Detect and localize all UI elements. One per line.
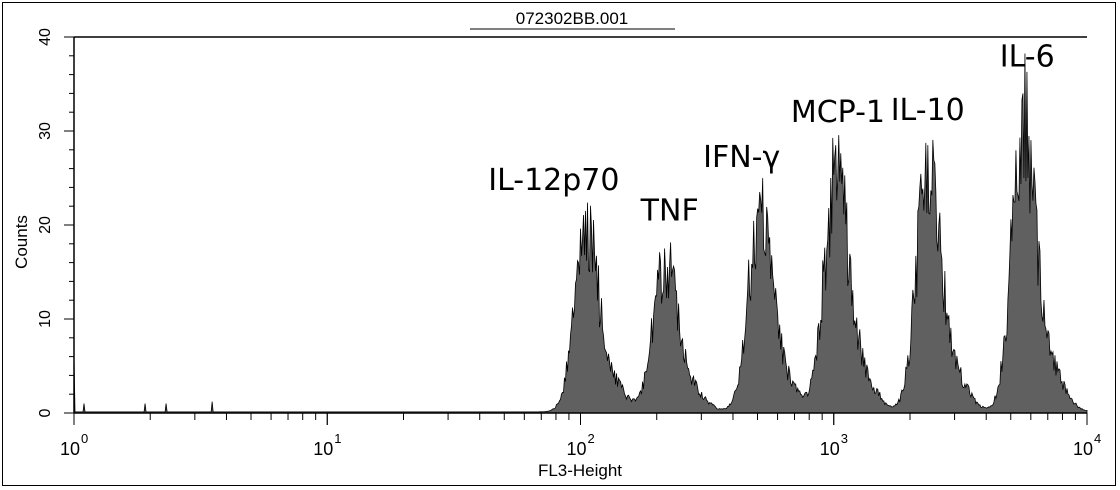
y-tick-label: 20 (37, 216, 54, 234)
x-tick-label: 10 (60, 439, 80, 459)
x-tick-exponent: 4 (1094, 431, 1101, 446)
peak-label: TNF (640, 194, 699, 229)
peak-label: IFN-γ (703, 140, 780, 175)
x-tick-exponent: 2 (588, 431, 595, 446)
peak-label: IL-12p70 (488, 163, 619, 198)
x-tick-label: 10 (313, 439, 333, 459)
y-tick-label: 0 (37, 408, 54, 417)
plot-area (73, 53, 1088, 414)
y-tick-label: 10 (37, 310, 54, 328)
peak-label: MCP-1 (791, 95, 885, 130)
x-axis-label: FL3-Height (538, 461, 622, 480)
x-tick-exponent: 3 (841, 431, 848, 446)
histogram-area (73, 53, 1088, 414)
chart-title: 072302BB.001 (516, 9, 629, 28)
x-tick-exponent: 0 (81, 431, 88, 446)
y-tick-label: 30 (37, 122, 54, 140)
peak-label: IL-6 (1000, 39, 1055, 74)
x-tick-label: 10 (820, 439, 840, 459)
x-tick-label: 10 (566, 439, 586, 459)
y-tick-label: 40 (37, 28, 54, 46)
peak-label: IL-10 (891, 93, 965, 128)
y-axis-label: Counts (12, 215, 31, 269)
x-tick-label: 10 (1073, 439, 1093, 459)
x-tick-exponent: 1 (334, 431, 341, 446)
